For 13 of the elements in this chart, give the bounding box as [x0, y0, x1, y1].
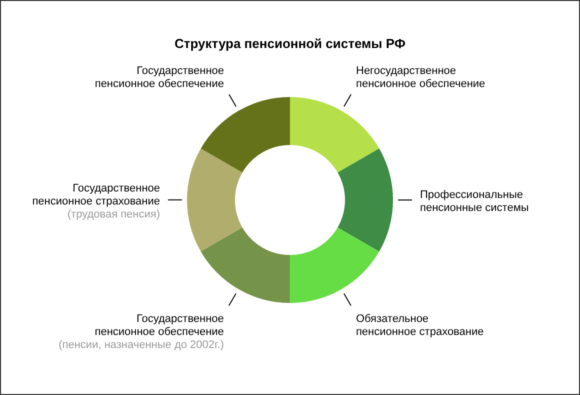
slice-label: Государственное пенсионное обеспечение (пенсии, назначенные до 2002г.) [58, 312, 224, 351]
slice-label: Негосударственное пенсионное обеспечение [356, 65, 486, 90]
donut-slice [290, 228, 380, 303]
donut-slice [338, 148, 393, 252]
donut-slice [200, 97, 290, 172]
slice-label: Профессиональные пенсионные системы [420, 189, 529, 214]
donut-slice [187, 148, 242, 252]
donut-slice [200, 227, 290, 303]
slice-label: Государственное пенсионное страхование (трудовая пенсия) [32, 182, 160, 220]
donut-slice [290, 97, 380, 173]
slice-label: Обязательное пенсионное страхование [356, 312, 484, 338]
chart-title: Структура пенсионной системы РФ [174, 36, 406, 51]
slice-label: Государственное пенсионное обеспечение [94, 65, 224, 90]
